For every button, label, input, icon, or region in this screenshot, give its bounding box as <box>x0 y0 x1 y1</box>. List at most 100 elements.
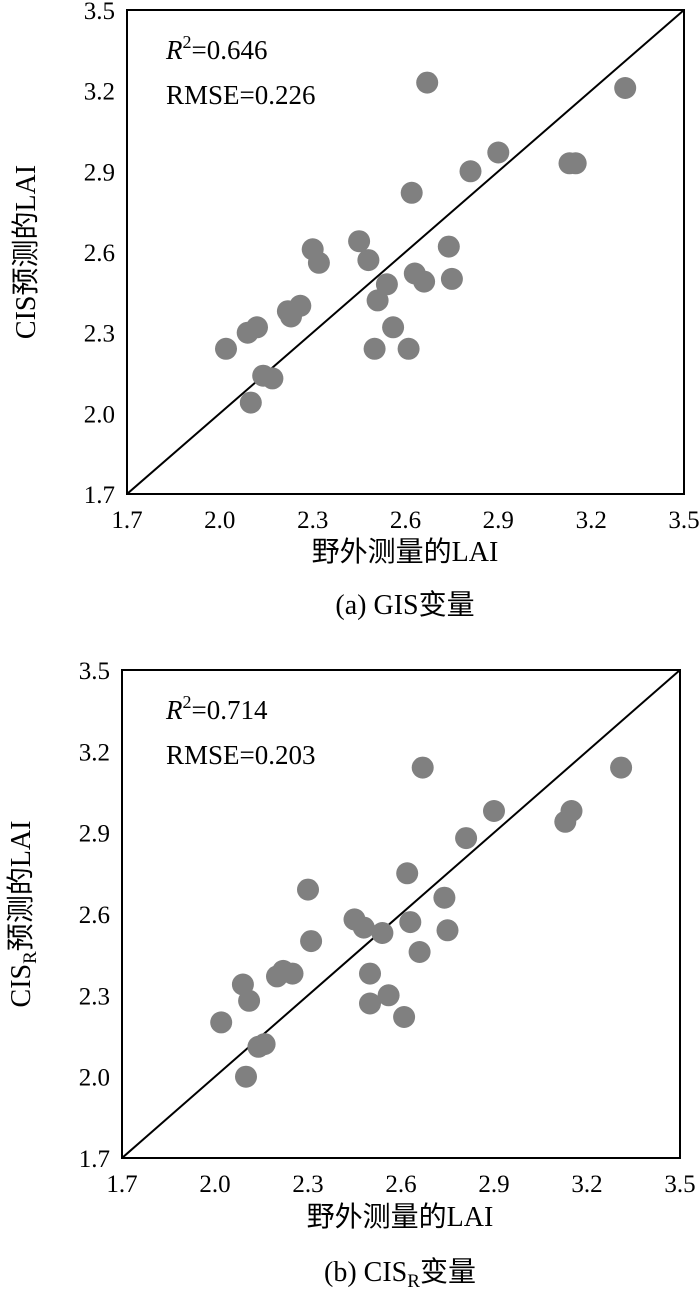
x-axis-title-a: 野外测量的LAI <box>312 536 499 568</box>
y-tick-labels-b: 1.7 2.0 2.3 2.6 2.9 3.2 3.5 <box>79 658 110 1173</box>
data-point <box>289 294 312 317</box>
data-point <box>210 1011 233 1034</box>
x-tick-labels-b: 1.7 2.0 2.3 2.6 2.9 3.2 3.5 <box>106 1171 695 1198</box>
data-point <box>359 992 381 1015</box>
r2-annotation-a: R2=0.646 <box>165 32 267 65</box>
y-tick-label: 2.3 <box>84 321 115 348</box>
data-point <box>455 827 478 850</box>
y-axis-title-b: CISR预测的LAI <box>5 821 41 1008</box>
data-point <box>300 930 323 953</box>
x-axis-title-b: 野外测量的LAI <box>307 1201 494 1233</box>
y-tick-label: 2.3 <box>79 983 110 1010</box>
data-point <box>261 367 284 390</box>
y-axis-title-b-main: CIS <box>6 964 37 1008</box>
rmse-annotation-a: RMSE=0.226 <box>166 80 316 110</box>
panel-a: 1.7 2.0 2.3 2.6 2.9 3.2 3.5 1.7 2.0 2.3 2.6 2.9 3.2… <box>10 0 700 621</box>
scatter-points-b <box>210 756 633 1088</box>
data-point <box>487 141 510 164</box>
data-point <box>399 911 422 934</box>
x-tick-label: 2.6 <box>390 507 421 534</box>
plot-frame-a <box>126 9 685 495</box>
data-point <box>357 249 380 272</box>
data-point <box>235 1065 257 1088</box>
x-tick-label: 3.2 <box>576 507 607 534</box>
data-point <box>281 962 304 985</box>
y-tick-label: 2.9 <box>84 159 115 186</box>
panel-caption-a: (a) GIS变量 <box>335 589 474 621</box>
x-tick-label: 3.5 <box>664 1171 695 1198</box>
r2-superscript-a: 2 <box>183 32 192 52</box>
data-point <box>436 919 459 942</box>
data-point <box>352 916 375 939</box>
data-point <box>400 181 423 204</box>
panel-caption-b-sub: R <box>407 1271 420 1292</box>
x-tick-label: 2.9 <box>483 507 514 534</box>
y-tick-labels-a: 1.7 2.0 2.3 2.6 2.9 3.2 3.5 <box>84 0 115 509</box>
y-axis-title-b-sub: R <box>20 951 41 964</box>
data-point <box>371 922 394 944</box>
scatter-points-a <box>215 71 637 414</box>
data-point <box>564 152 587 175</box>
y-tick-label: 2.0 <box>84 401 115 428</box>
y-tick-label: 3.5 <box>79 658 110 685</box>
r2-symbol-a: R <box>165 35 183 65</box>
y-tick-label: 2.0 <box>79 1065 110 1092</box>
rmse-annotation-b: RMSE=0.203 <box>166 740 316 770</box>
y-axis-title-a: CIS预测的LAI <box>10 165 42 339</box>
x-tick-label: 2.3 <box>297 507 328 534</box>
data-point <box>382 316 405 339</box>
data-point <box>253 1033 276 1056</box>
y-tick-label: 3.5 <box>84 0 115 25</box>
x-tick-label: 2.3 <box>292 1171 323 1198</box>
data-point <box>366 289 389 312</box>
data-point <box>413 270 436 293</box>
x-tick-labels-a: 1.7 2.0 2.3 2.6 2.9 3.2 3.5 <box>111 507 699 534</box>
y-tick-label: 3.2 <box>84 79 115 106</box>
x-tick-label: 2.0 <box>204 507 235 534</box>
data-point <box>408 941 431 963</box>
r2-value-b: =0.714 <box>192 695 268 725</box>
y-tick-label: 1.7 <box>79 1146 110 1173</box>
r2-superscript-b: 2 <box>183 692 192 712</box>
data-point <box>396 862 419 885</box>
data-point <box>348 230 371 253</box>
data-point <box>483 800 505 822</box>
x-tick-label: 2.0 <box>199 1171 230 1198</box>
one-to-one-line-a <box>126 9 685 495</box>
data-point <box>440 267 463 290</box>
x-tick-label: 3.2 <box>571 1171 602 1198</box>
panel-b: 1.7 2.0 2.3 2.6 2.9 3.2 3.5 1.7 2.0 2.3 2.6 2.9 3.2… <box>5 658 696 1292</box>
y-tick-label: 3.2 <box>79 739 110 766</box>
r2-value-a: =0.646 <box>192 35 268 65</box>
y-tick-label: 1.7 <box>84 482 115 509</box>
plot-frame-b <box>121 669 681 1159</box>
data-point <box>416 71 439 94</box>
data-point <box>359 962 381 985</box>
data-point <box>375 273 398 296</box>
data-point <box>560 800 583 822</box>
y-tick-label: 2.9 <box>79 821 110 848</box>
data-point <box>411 756 434 779</box>
x-tick-label: 3.5 <box>668 507 699 534</box>
data-point <box>363 337 386 360</box>
data-point <box>614 77 637 99</box>
data-point <box>239 391 262 414</box>
x-tick-label: 2.6 <box>385 1171 416 1198</box>
data-point <box>393 1006 416 1028</box>
x-tick-label: 2.9 <box>478 1171 509 1198</box>
data-point <box>459 160 482 183</box>
data-point <box>397 337 420 360</box>
y-tick-label: 2.6 <box>84 240 115 267</box>
data-point <box>297 878 319 901</box>
panel-caption-b-main: (b) CIS <box>324 1257 407 1288</box>
data-point <box>238 989 261 1012</box>
y-axis-title-b-tail: 预测的LAI <box>5 821 37 952</box>
x-tick-label: 1.7 <box>106 1171 137 1198</box>
r2-annotation-b: R2=0.714 <box>165 692 268 725</box>
data-point <box>215 337 237 360</box>
x-tick-label: 1.7 <box>111 507 142 534</box>
data-point <box>433 886 456 909</box>
y-tick-label: 2.6 <box>79 902 110 929</box>
data-point <box>246 316 268 339</box>
